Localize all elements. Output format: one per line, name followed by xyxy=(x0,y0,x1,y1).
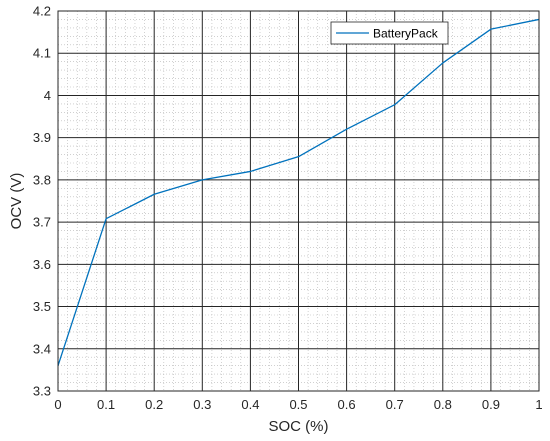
y-tick-label: 3.7 xyxy=(33,215,51,230)
x-tick-label: 0.8 xyxy=(434,397,452,412)
x-tick-label: 1 xyxy=(535,397,542,412)
x-tick-label: 0.5 xyxy=(289,397,307,412)
x-tick-label: 0.9 xyxy=(482,397,500,412)
major-grid xyxy=(57,10,540,392)
y-tick-label: 4.2 xyxy=(33,4,51,19)
series-layer xyxy=(57,18,540,366)
y-tick-label: 4 xyxy=(44,88,51,103)
x-tick-labels: 0 0.1 0.2 0.3 0.4 0.5 0.6 0.7 0.8 0.9 1 xyxy=(54,397,542,412)
y-tick-label: 4.1 xyxy=(33,46,51,61)
x-tick-label: 0.2 xyxy=(145,397,163,412)
series-line-batterypack xyxy=(57,18,540,366)
y-axis-label: OCV (V) xyxy=(8,173,25,230)
y-tick-label: 3.9 xyxy=(33,130,51,145)
legend-series-label: BatteryPack xyxy=(373,27,439,41)
y-tick-labels: 3.3 3.4 3.5 3.6 3.7 3.8 3.9 4 4.1 4.2 xyxy=(33,4,51,399)
legend-box xyxy=(330,21,449,45)
legend[interactable]: BatteryPack xyxy=(330,21,449,45)
y-tick-label: 3.6 xyxy=(33,257,51,272)
plot-frame xyxy=(57,10,540,392)
x-tick-label: 0.4 xyxy=(241,397,259,412)
x-axis-label: SOC (%) xyxy=(269,418,329,435)
y-tick-label: 3.4 xyxy=(33,341,51,356)
x-tick-label: 0.3 xyxy=(193,397,211,412)
x-tick-label: 0.6 xyxy=(338,397,356,412)
y-tick-label: 3.3 xyxy=(33,384,51,399)
x-tick-label: 0 xyxy=(54,397,61,412)
x-tick-label: 0.7 xyxy=(386,397,404,412)
y-tick-label: 3.5 xyxy=(33,299,51,314)
y-tick-label: 3.8 xyxy=(33,172,51,187)
x-tick-label: 0.1 xyxy=(97,397,115,412)
